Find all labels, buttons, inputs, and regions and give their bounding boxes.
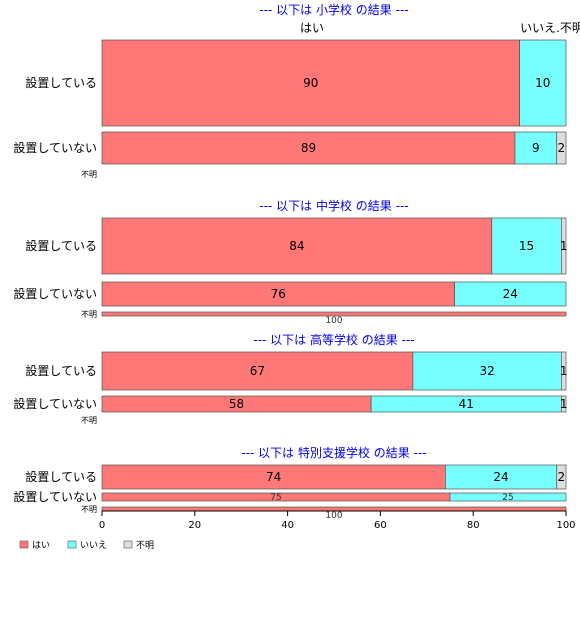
data-label: 1 — [560, 397, 568, 411]
data-label: 67 — [250, 364, 265, 378]
bar-segment-unknown — [561, 351, 567, 391]
x-tick-label: 40 — [281, 520, 294, 531]
data-label: 41 — [459, 397, 474, 411]
bar-segment-yes — [101, 464, 446, 490]
data-label: 10 — [535, 76, 550, 90]
bar-segment-unknown — [561, 395, 567, 413]
data-label: 2 — [558, 470, 566, 484]
data-label: 24 — [493, 470, 508, 484]
legend-no-swatch — [67, 540, 77, 549]
bar-segment-unknown — [556, 464, 567, 490]
data-label: 89 — [301, 141, 316, 155]
data-label: 90 — [303, 76, 318, 90]
row-label: 設置している — [25, 363, 97, 378]
row-label: 不明 — [81, 170, 97, 179]
bar-segment-yes — [101, 39, 520, 127]
row-label: 設置している — [25, 238, 97, 253]
data-label: 2 — [558, 141, 566, 155]
data-label: 9 — [532, 141, 540, 155]
bar-segment-no — [445, 464, 558, 490]
row-label: 設置していない — [13, 286, 97, 301]
data-label: 100 — [325, 316, 342, 326]
row-label: 設置している — [25, 469, 97, 484]
bar-segment-yes — [101, 217, 493, 275]
bar-segment-no — [519, 39, 567, 127]
section-title: --- 以下は 中学校 の結果 --- — [259, 198, 408, 213]
data-label: 84 — [289, 239, 304, 253]
legend-unknown-label: 不明 — [136, 540, 154, 551]
data-label: 100 — [325, 511, 342, 521]
data-label: 25 — [502, 493, 513, 503]
x-tick-label: 60 — [374, 520, 387, 531]
bar-segment-unknown — [561, 217, 567, 275]
section-title: --- 以下は 特別支援学校 の結果 --- — [241, 445, 426, 460]
section-title: --- 以下は 高等学校 の結果 --- — [253, 332, 414, 347]
legend-yes-label: はい — [32, 540, 50, 551]
row-label: 不明 — [81, 505, 97, 514]
bar-segment-yes — [101, 131, 516, 165]
data-label: 76 — [271, 287, 286, 301]
x-tick-label: 0 — [99, 520, 105, 531]
row-label: 設置していない — [13, 489, 97, 504]
data-label: 74 — [266, 470, 281, 484]
row-label: 不明 — [81, 416, 97, 425]
data-label: 75 — [270, 493, 281, 503]
section-title: --- 以下は 小学校 の結果 --- — [259, 2, 408, 17]
x-tick-label: 20 — [188, 520, 201, 531]
top-label-yes: はい — [300, 21, 324, 35]
legend-no-label: いいえ — [80, 540, 107, 551]
bar-segment-yes — [101, 281, 455, 307]
row-label: 設置している — [25, 75, 97, 90]
row-label: 不明 — [81, 310, 97, 319]
x-tick-label: 80 — [467, 520, 480, 531]
bar-segment-yes — [101, 351, 414, 391]
legend-unknown-swatch — [123, 540, 133, 549]
x-tick-label: 100 — [556, 520, 575, 531]
data-label: 1 — [560, 239, 568, 253]
data-label: 24 — [503, 287, 518, 301]
bar-segment-yes — [101, 311, 567, 317]
row-label: 設置していない — [13, 140, 97, 155]
data-label: 1 — [560, 364, 568, 378]
data-label: 58 — [229, 397, 244, 411]
bar-segment-no — [412, 351, 562, 391]
bar-segment-no — [454, 281, 567, 307]
row-label: 設置していない — [13, 396, 97, 411]
legend-yes-swatch — [19, 540, 29, 549]
bar-segment-unknown — [556, 131, 567, 165]
bar-segment-no — [449, 492, 567, 502]
data-label: 15 — [519, 239, 534, 253]
data-label: 32 — [479, 364, 494, 378]
top-label-no-unknown: いいえ.不明 — [520, 21, 580, 35]
bar-segment-no — [491, 217, 562, 275]
